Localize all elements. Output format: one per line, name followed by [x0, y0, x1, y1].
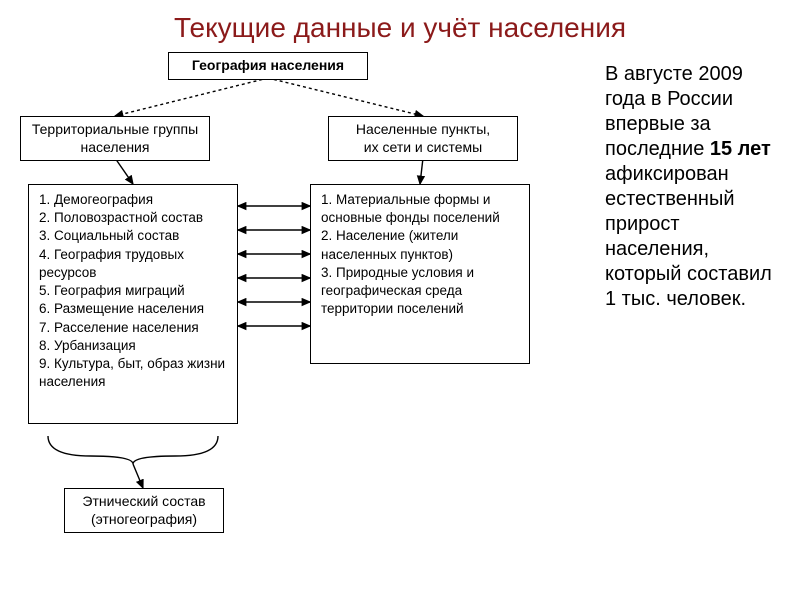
page-title: Текущие данные и учёт населения	[0, 0, 800, 48]
list-item: География миграций	[37, 282, 227, 300]
list-item: Демогеография	[37, 191, 227, 209]
side-paragraph: В августе 2009 года в России впервые за …	[577, 62, 782, 312]
diagram-area: География населения Территориальные груп…	[8, 48, 568, 588]
list-item: Население (жители населенных пунктов)	[319, 227, 519, 263]
box-territorial-groups: Территориальные группынаселения	[20, 116, 210, 161]
box-ethnic-composition: Этнический состав(этногеография)	[64, 488, 224, 533]
list-item: Половозрастной состав	[37, 209, 227, 227]
list-item: Расселение населения	[37, 319, 227, 337]
list-item: Культура, быт, образ жизни населения	[37, 355, 227, 391]
list-item: Размещение населения	[37, 300, 227, 318]
list-left: ДемогеографияПоловозрастной составСоциал…	[28, 184, 238, 424]
sidetext-bold: 15 лет	[710, 138, 771, 160]
list-item: Урбанизация	[37, 337, 227, 355]
sidetext-post: афиксирован естественный прирост населен…	[605, 163, 772, 310]
list-item: Социальный состав	[37, 227, 227, 245]
box-settlements: Населенные пункты,их сети и системы	[328, 116, 518, 161]
list-item: География трудовых ресурсов	[37, 246, 227, 282]
list-item: Природные условия и географическая среда…	[319, 264, 519, 319]
list-right: Материальные формы и основные фонды посе…	[310, 184, 530, 364]
box-geography-population: География населения	[168, 52, 368, 80]
list-item: Материальные формы и основные фонды посе…	[319, 191, 519, 227]
